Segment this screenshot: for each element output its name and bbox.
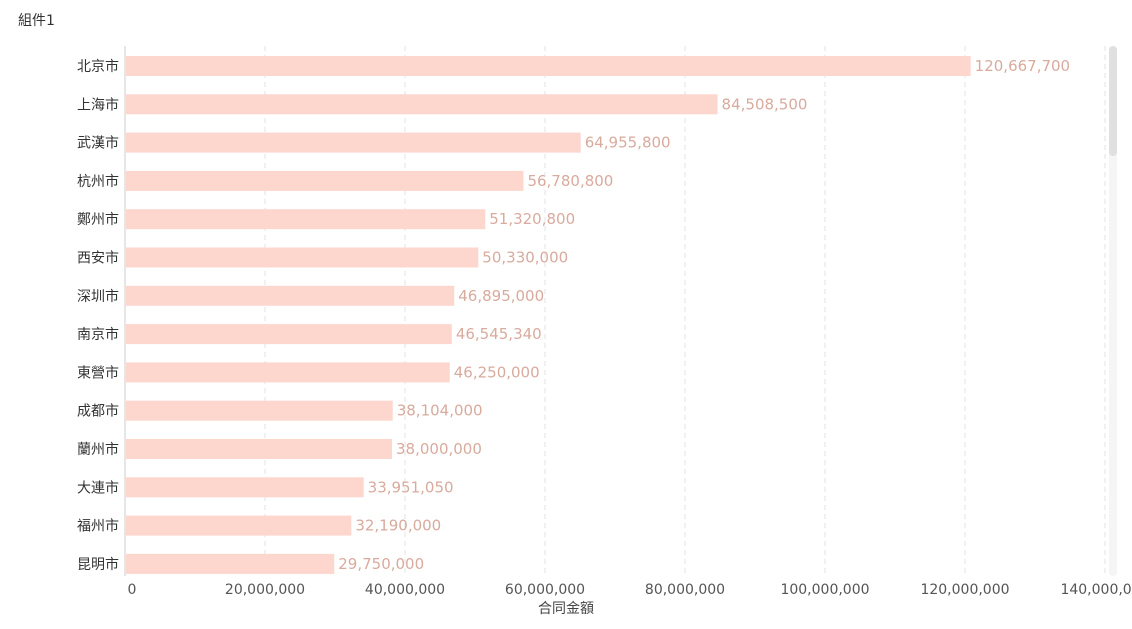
x-tick-label: 100,000,000 — [780, 582, 869, 598]
y-category-label: 東營市 — [77, 364, 119, 381]
x-tick-label: 20,000,000 — [225, 582, 305, 598]
bar-value-label: 32,190,000 — [355, 517, 441, 535]
bar-value-label: 46,250,000 — [454, 363, 540, 381]
bar — [126, 400, 393, 421]
y-category-label: 蘭州市 — [77, 441, 119, 458]
bar — [126, 56, 971, 76]
bar-value-label: 29,750,000 — [338, 555, 424, 573]
bar — [126, 477, 364, 498]
x-tick-label: 0 — [128, 582, 137, 598]
widget-title: 組件1 — [18, 13, 55, 29]
y-category-label: 杭州市 — [77, 173, 119, 190]
bar-value-label: 46,895,000 — [458, 287, 544, 305]
bar — [126, 170, 524, 191]
bar-value-label: 33,951,050 — [368, 478, 454, 496]
y-category-label: 成都市 — [77, 403, 119, 420]
y-category-label: 昆明市 — [77, 556, 119, 573]
bar — [126, 439, 392, 459]
chart-scrollbar[interactable] — [1109, 46, 1117, 576]
bar-value-label: 51,320,800 — [489, 210, 575, 228]
x-tick-label: 140,000,000 — [1060, 582, 1132, 598]
bar — [126, 132, 581, 153]
y-category-label: 鄭州市 — [77, 211, 119, 228]
bar-value-label: 64,955,800 — [585, 134, 671, 152]
y-category-label: 西安市 — [77, 250, 119, 267]
y-category-label: 深圳市 — [77, 288, 119, 305]
y-category-label: 上海市 — [77, 96, 119, 113]
y-category-label: 大連市 — [77, 479, 119, 496]
bar — [126, 324, 452, 345]
bar-value-label: 46,545,340 — [456, 325, 542, 343]
bar — [126, 553, 335, 574]
bar — [126, 285, 455, 306]
bar-value-label: 120,667,700 — [975, 57, 1070, 75]
bar-value-label: 50,330,000 — [482, 249, 568, 267]
y-category-label: 武漢市 — [77, 135, 119, 152]
x-axis-title: 合同金額 — [538, 601, 594, 617]
bar-value-label: 38,000,000 — [396, 440, 482, 458]
bar — [126, 94, 718, 115]
x-tick-label: 80,000,000 — [645, 582, 725, 598]
bar — [126, 247, 479, 268]
bar-value-label: 56,780,800 — [527, 172, 613, 190]
bar — [126, 362, 450, 383]
y-category-label: 南京市 — [77, 326, 119, 343]
bar — [126, 209, 486, 230]
y-category-label: 北京市 — [77, 58, 119, 75]
bar — [126, 515, 352, 536]
bar-value-label: 84,508,500 — [722, 95, 808, 113]
x-tick-label: 40,000,000 — [365, 582, 445, 598]
bar-value-label: 38,104,000 — [397, 402, 483, 420]
x-tick-label: 120,000,000 — [920, 582, 1009, 598]
y-category-label: 福州市 — [77, 518, 119, 535]
chart-scrollbar-thumb[interactable] — [1109, 46, 1117, 156]
x-tick-label: 60,000,000 — [505, 582, 585, 598]
